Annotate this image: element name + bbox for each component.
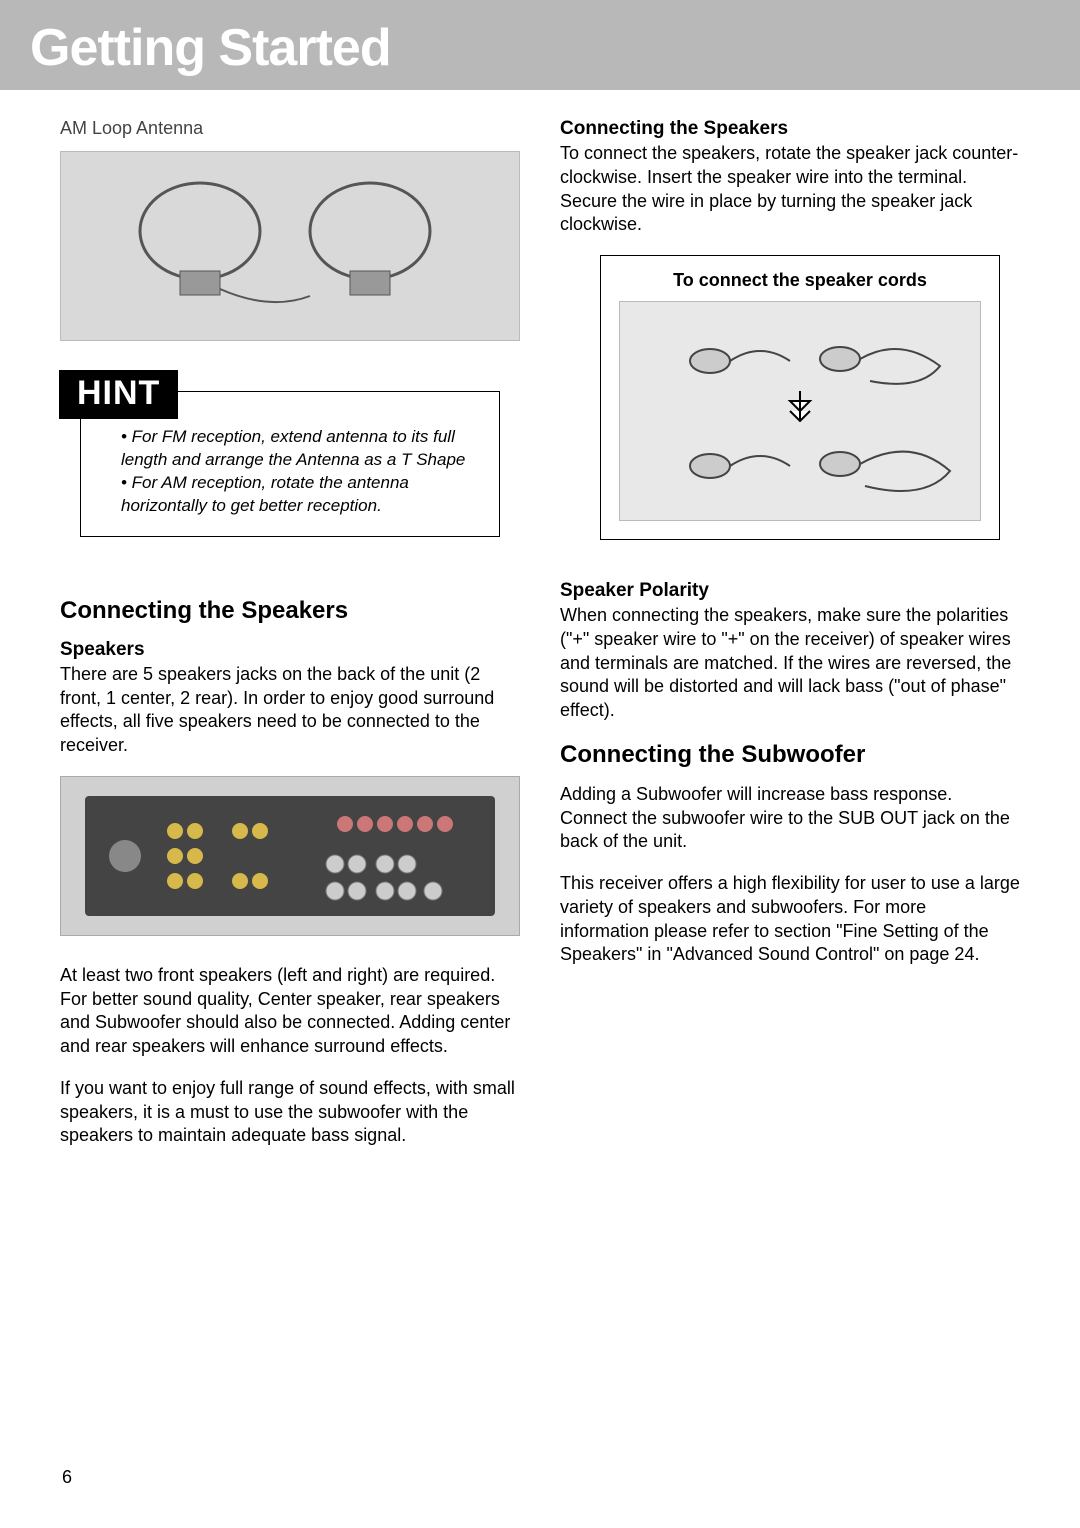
page-title: Getting Started (30, 18, 1050, 78)
rear-panel-icon (75, 786, 505, 926)
connect-speakers-paragraph: To connect the speakers, rotate the spea… (560, 142, 1020, 237)
antenna-caption: AM Loop Antenna (60, 118, 520, 139)
hint-box: HINT • For FM reception, extend antenna … (80, 391, 500, 537)
speakers-paragraph-1: There are 5 speakers jacks on the back o… (60, 663, 520, 758)
hint-body-text: • For FM reception, extend antenna to it… (121, 426, 481, 518)
antenna-icon (110, 171, 470, 321)
header-band: Getting Started (0, 0, 1080, 90)
cord-connect-icon (640, 311, 960, 511)
speakers-paragraph-2: At least two front speakers (left and ri… (60, 964, 520, 1059)
hint-badge: HINT (59, 370, 178, 419)
speaker-cord-illustration (619, 301, 981, 521)
page-number: 6 (62, 1467, 72, 1488)
connect-speaker-cords-box: To connect the speaker cords (600, 255, 1000, 540)
connecting-subwoofer-heading: Connecting the Subwoofer (560, 741, 1020, 769)
connecting-speakers-heading: Connecting the Speakers (60, 597, 520, 625)
speakers-subheading: Speakers (60, 639, 520, 661)
left-column: AM Loop Antenna HINT • For FM reception,… (60, 118, 520, 1166)
subwoofer-paragraph-2: This receiver offers a high flexibility … (560, 872, 1020, 967)
am-loop-antenna-illustration (60, 151, 520, 341)
speaker-polarity-paragraph: When connecting the speakers, make sure … (560, 604, 1020, 723)
right-column: Connecting the Speakers To connect the s… (560, 118, 1020, 1166)
subwoofer-paragraph-1: Adding a Subwoofer will increase bass re… (560, 783, 1020, 854)
speakers-paragraph-3: If you want to enjoy full range of sound… (60, 1077, 520, 1148)
receiver-rear-panel-illustration (60, 776, 520, 936)
two-column-layout: AM Loop Antenna HINT • For FM reception,… (0, 118, 1080, 1166)
speaker-polarity-subheading: Speaker Polarity (560, 580, 1020, 602)
connect-box-title: To connect the speaker cords (619, 270, 981, 291)
connecting-speakers-subheading-right: Connecting the Speakers (560, 118, 1020, 140)
